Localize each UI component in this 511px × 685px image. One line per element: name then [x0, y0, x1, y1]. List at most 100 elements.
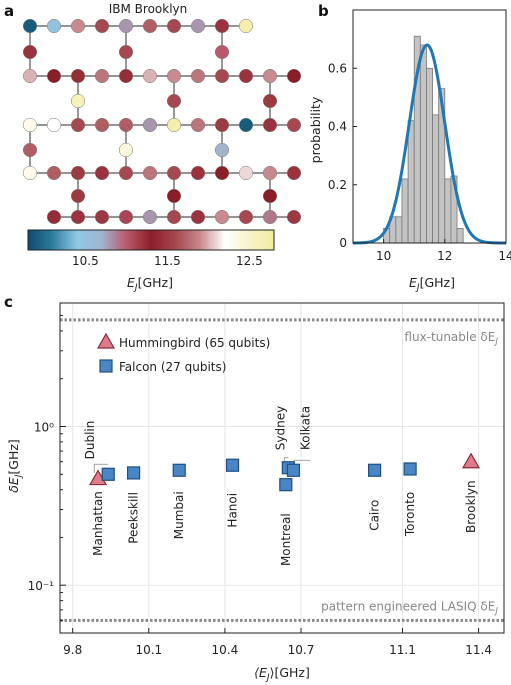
device-marker — [279, 478, 293, 492]
qubit — [214, 209, 230, 225]
histogram-y-tick-label: 0 — [339, 236, 347, 250]
qubit — [166, 18, 182, 34]
qubit — [286, 209, 302, 225]
scatter-y-label: δEJ[GHz] — [6, 439, 24, 493]
histogram-bar — [456, 228, 464, 244]
device-marker — [225, 458, 240, 472]
legend-label: Hummingbird (65 qubits) — [119, 336, 270, 350]
scatter-panel: flux-tunable δEJ pattern engineered LASIQ… — [6, 302, 505, 683]
device-label: Brooklyn — [464, 480, 478, 533]
qubit — [214, 165, 230, 181]
legend-triangle-marker — [96, 332, 116, 349]
histogram-panel: 10 12 14 0 0.2 0.4 0.6 EJ[GHz] probability — [308, 9, 511, 293]
qubit — [214, 117, 230, 133]
device-label: Mumbai — [172, 491, 186, 539]
qubit — [94, 209, 110, 225]
qubit — [22, 18, 38, 34]
scatter-y-ticks: 10⁰ 10⁻¹ — [28, 315, 66, 621]
colorbar-tick-label: 10.5 — [72, 254, 99, 268]
device-marker — [101, 467, 115, 481]
qubit — [286, 68, 302, 84]
qubit — [286, 117, 302, 133]
qubit — [214, 68, 230, 84]
qubit — [166, 93, 182, 109]
qubit — [46, 18, 62, 34]
qubit — [118, 165, 134, 181]
qubit — [262, 165, 278, 181]
reference-line-label: pattern engineered LASIQ δEJ — [321, 599, 498, 616]
qubit — [118, 209, 134, 225]
colorbar-tick-label: 12.5 — [236, 254, 263, 268]
histogram-y-tick-label: 0.6 — [328, 61, 347, 75]
device-labels: Manhattan Brooklyn Dublin Peekskill Mumbai Ha… — [83, 406, 478, 566]
qubit — [118, 18, 134, 34]
qubit — [238, 209, 254, 225]
qubit — [214, 18, 230, 34]
device-label: Montreal — [279, 513, 293, 566]
qubit — [238, 117, 254, 133]
device-marker — [368, 463, 382, 477]
qubit — [214, 44, 230, 60]
histogram-bar — [407, 120, 415, 244]
legend-square-marker — [99, 359, 113, 373]
qubit — [22, 165, 38, 181]
colorbar-tick-label: 11.5 — [154, 254, 181, 268]
qubit — [190, 165, 206, 181]
qubit — [262, 117, 278, 133]
qubit — [166, 165, 182, 181]
qubit — [94, 18, 110, 34]
device-label: Peekskill — [127, 492, 141, 544]
qubit — [214, 142, 230, 158]
qubit — [22, 142, 38, 158]
device-marker — [403, 462, 417, 476]
qubit — [22, 68, 38, 84]
histogram-x-ticks: 10 12 14 — [376, 239, 511, 263]
scatter-x-tick-label: 9.8 — [63, 643, 82, 657]
qubit — [190, 117, 206, 133]
device-label: Hanoi — [226, 493, 240, 528]
qubit — [262, 188, 278, 204]
qubit — [70, 209, 86, 225]
device-label: Dublin — [83, 421, 97, 460]
device-label: Toronto — [403, 492, 417, 537]
device-label: Kolkata — [298, 406, 312, 450]
scatter-x-tick-label: 10.1 — [135, 643, 162, 657]
qubit — [70, 93, 86, 109]
qubit — [166, 209, 182, 225]
qubit — [46, 209, 62, 225]
qubit — [190, 209, 206, 225]
qubit — [70, 18, 86, 34]
qubit — [142, 165, 158, 181]
panel-a-title: IBM Brooklyn — [109, 2, 188, 16]
qubit — [22, 117, 38, 133]
histogram-bar — [419, 44, 427, 244]
qubit — [118, 68, 134, 84]
qubit — [166, 117, 182, 133]
qubit — [142, 117, 158, 133]
device-label: Manhattan — [91, 491, 105, 556]
panel-label-c: c — [4, 293, 13, 311]
qubit — [262, 68, 278, 84]
device-label: Cairo — [368, 500, 382, 531]
histogram-y-tick-label: 0.2 — [328, 178, 347, 192]
qubit — [238, 165, 254, 181]
qubit — [142, 68, 158, 84]
qubit — [286, 165, 302, 181]
scatter-y-tick-label: 10⁰ — [34, 421, 54, 435]
device-label: Sydney — [273, 406, 287, 450]
scatter-x-tick-label: 10.7 — [288, 643, 315, 657]
device-marker — [126, 466, 141, 480]
lattice-couplers — [29, 25, 294, 218]
qubit — [238, 18, 254, 34]
qubit — [238, 68, 254, 84]
qubit — [190, 68, 206, 84]
qubit — [46, 68, 62, 84]
qubit — [94, 117, 110, 133]
qubit — [262, 93, 278, 109]
histogram-bar — [432, 114, 440, 244]
scatter-x-tick-label: 11.4 — [465, 643, 492, 657]
histogram-y-tick-label: 0.4 — [328, 120, 347, 134]
qubit — [22, 44, 38, 60]
histogram-y-ticks: 0 0.2 0.4 0.6 — [328, 61, 357, 250]
